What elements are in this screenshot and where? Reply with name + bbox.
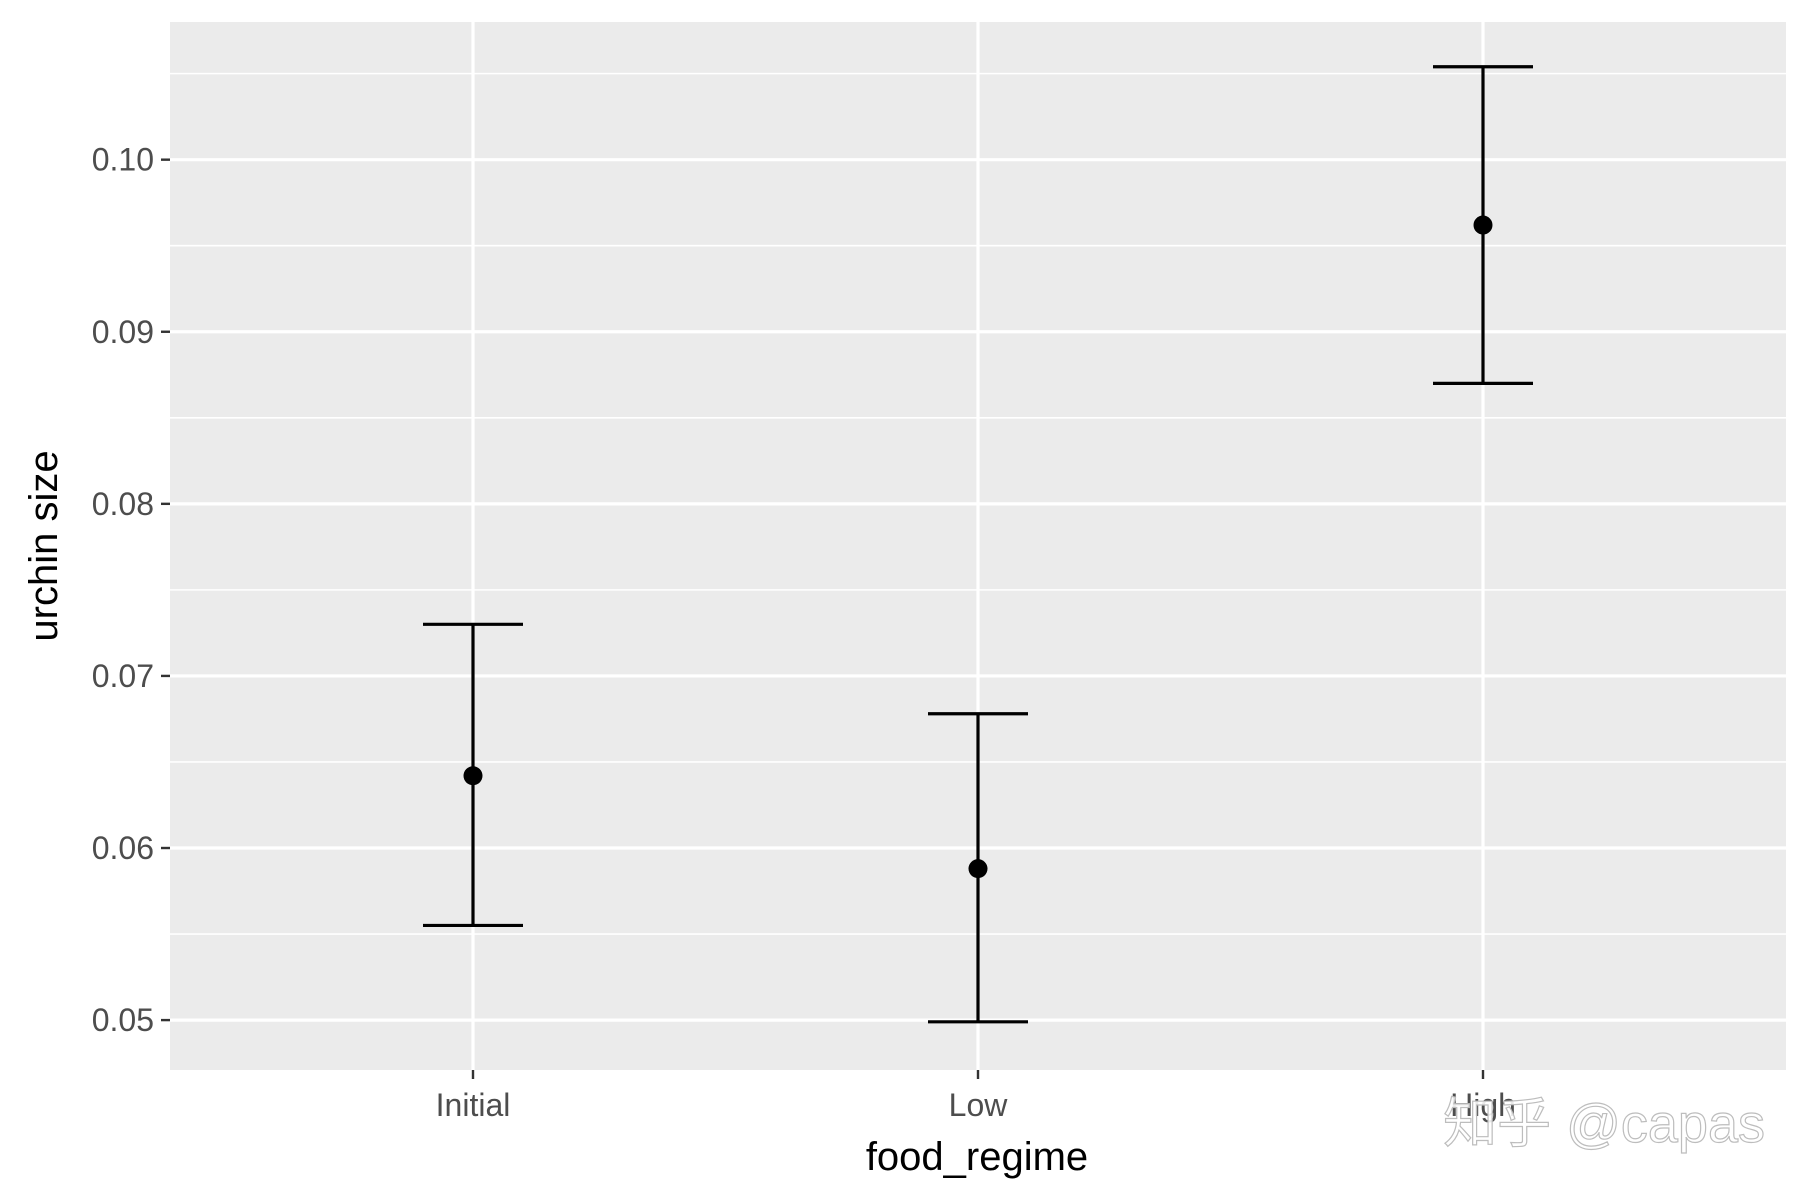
y-tick-label: 0.09	[92, 314, 154, 350]
mean-point	[463, 766, 483, 786]
x-tick-label: Low	[949, 1087, 1009, 1123]
axes: 0.05 0.06 0.07 0.08 0.09 0.10 Initial Low High	[92, 142, 1516, 1123]
error-bar-group	[1433, 65, 1533, 385]
watermark-text: 知乎 @capas	[1443, 1094, 1765, 1154]
error-bar-group	[928, 712, 1028, 1024]
y-tick-label: 0.10	[92, 142, 154, 178]
mean-point	[1473, 215, 1493, 235]
error-bar-group	[423, 622, 523, 928]
x-tick-label: Initial	[436, 1087, 511, 1123]
x-axis-title: food_regime	[866, 1135, 1088, 1179]
mean-point	[968, 859, 988, 879]
y-tick-label: 0.07	[92, 658, 154, 694]
data-marks	[423, 65, 1533, 1024]
y-axis-title: urchin size	[22, 450, 66, 641]
y-tick-label: 0.06	[92, 830, 154, 866]
y-tick-label: 0.08	[92, 486, 154, 522]
y-tick-label: 0.05	[92, 1002, 154, 1038]
x-tick-label: High	[1450, 1087, 1516, 1123]
